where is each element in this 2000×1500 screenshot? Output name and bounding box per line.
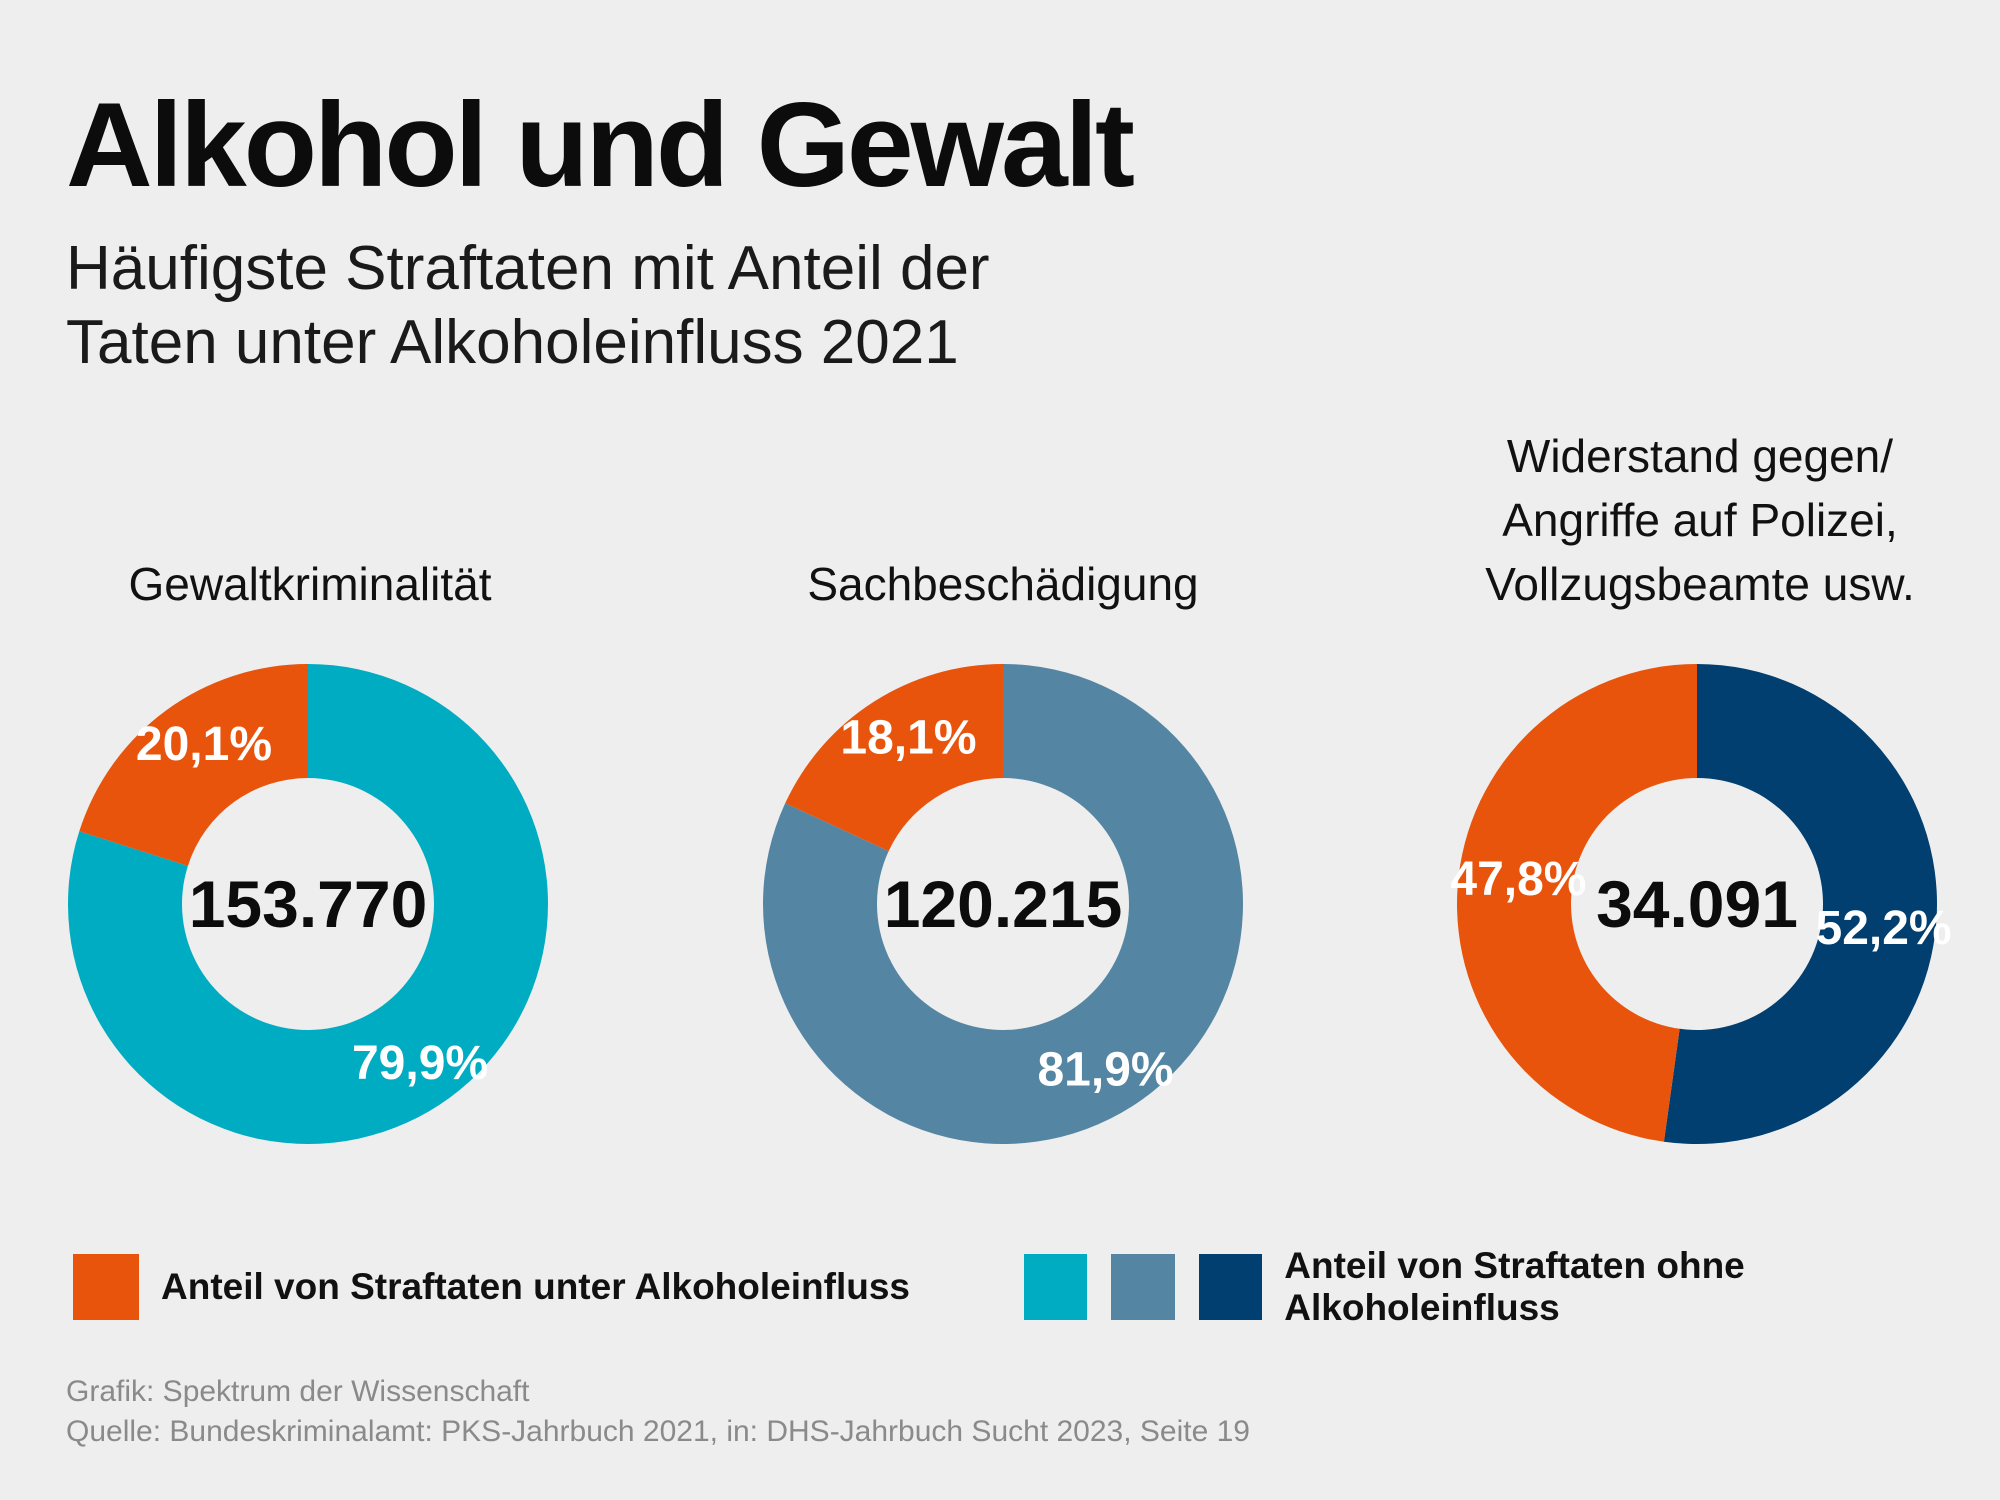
chart-title-gewaltkriminalitaet: Gewaltkriminalität xyxy=(0,552,660,616)
donut-chart-widerstand: 47,8% 52,2% 34.091 xyxy=(1450,664,1952,1144)
legend-label-alcohol: Anteil von Straftaten unter Alkoholeinfl… xyxy=(161,1266,910,1307)
value-label-alcohol: 47,8% xyxy=(1450,853,1586,906)
chart-title-line: Gewaltkriminalität xyxy=(128,558,492,610)
donut-slice-alcohol-widerstand xyxy=(1457,664,1697,1142)
donut-chart-sachbeschaedigung: 18,1% 81,9% 120.215 xyxy=(763,664,1243,1145)
donut-slice-alcohol-sachbeschaedigung xyxy=(785,664,1003,852)
chart-title-widerstand: Widerstand gegen/ Angriffe auf Polizei, … xyxy=(1350,424,2000,616)
chart-title-line: Widerstand gegen/ xyxy=(1506,430,1894,482)
total-label: 120.215 xyxy=(884,867,1123,941)
legend-alcohol: Anteil von Straftaten unter Alkoholeinfl… xyxy=(73,1254,910,1320)
source-footer: Grafik: Spektrum der Wissenschaft Quelle… xyxy=(66,1372,1250,1452)
legend-swatch-gewalt xyxy=(1024,1254,1088,1320)
value-label-non-alcohol: 79,9% xyxy=(352,1037,488,1090)
chart-title-sachbeschaedigung: Sachbeschädigung xyxy=(653,552,1353,616)
value-label-non-alcohol: 52,2% xyxy=(1816,902,1952,955)
donut-slice-non-alcohol-sachbeschaedigung xyxy=(763,664,1243,1145)
value-label-alcohol: 20,1% xyxy=(136,718,272,771)
legend-label-non-alcohol: Anteil von Straftaten ohne Alkoholeinflu… xyxy=(1284,1245,1745,1328)
subtitle-line-2: Taten unter Alkoholeinfluss 2021 xyxy=(66,308,959,377)
donut-slice-non-alcohol-widerstand xyxy=(1663,664,1938,1144)
donut-slice-alcohol-gewaltkriminalitaet xyxy=(79,664,308,866)
chart-title-line: Vollzugsbeamte usw. xyxy=(1485,558,1915,610)
total-label: 153.770 xyxy=(189,867,428,941)
chart-title-line: Angriffe auf Polizei, xyxy=(1502,494,1898,546)
value-label-alcohol: 18,1% xyxy=(840,711,976,764)
legend-non-alcohol: Anteil von Straftaten ohne Alkoholeinflu… xyxy=(1024,1245,2000,1328)
page-title: Alkohol und Gewalt xyxy=(66,78,1135,212)
value-label-non-alcohol: 81,9% xyxy=(1037,1044,1173,1097)
legend-swatch-alcohol xyxy=(73,1254,139,1320)
donut-chart-gewaltkriminalitaet: 20,1% 79,9% 153.770 xyxy=(67,664,548,1145)
page-subtitle: Häufigste Straftaten mit Anteil der Tate… xyxy=(66,232,1166,380)
chart-title-line: Sachbeschädigung xyxy=(807,558,1199,610)
legend-swatch-widerstand xyxy=(1198,1254,1263,1320)
donut-slice-non-alcohol-gewaltkriminalitaet xyxy=(67,664,548,1145)
subtitle-line-1: Häufigste Straftaten mit Anteil der xyxy=(66,234,990,303)
legend-swatch-sachbeschaedigung xyxy=(1111,1254,1175,1320)
footer-credit: Grafik: Spektrum der Wissenschaft xyxy=(66,1375,530,1408)
footer-source: Quelle: Bundeskriminalamt: PKS-Jahrbuch … xyxy=(66,1415,1250,1448)
total-label: 34.091 xyxy=(1596,867,1798,941)
